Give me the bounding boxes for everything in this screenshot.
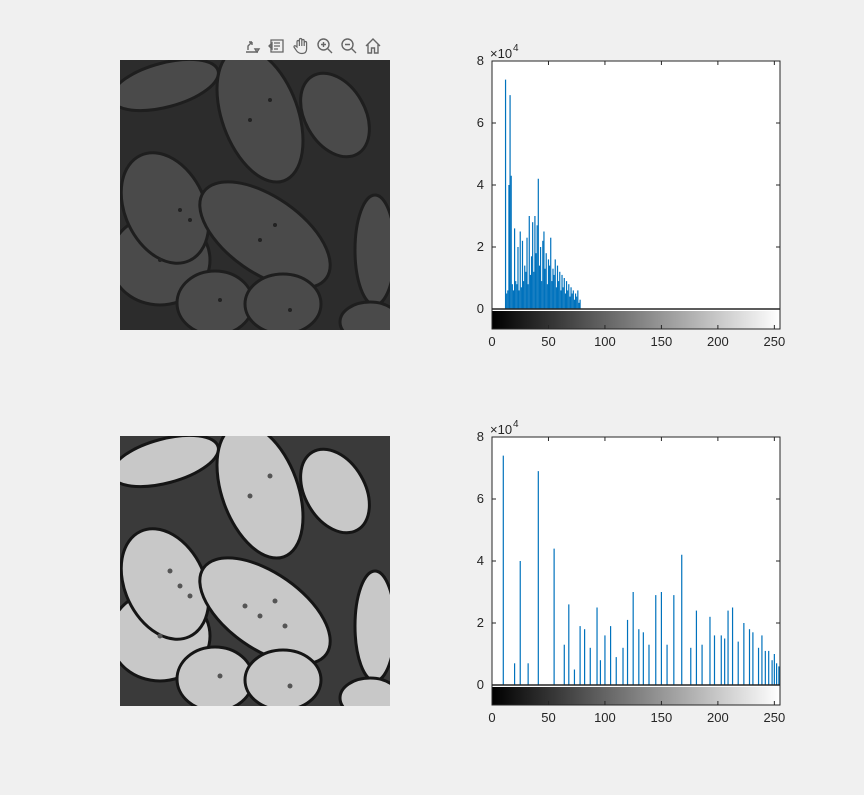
hist-equalized-axes-frame [491, 436, 781, 706]
hist-original-exponent-power: 4 [513, 43, 519, 54]
hist-equalized-exponent-label: ×10 [490, 422, 512, 437]
hist-equalized-ytick-label: 0 [477, 677, 484, 692]
brush-icon[interactable] [266, 35, 288, 57]
equalized-image [120, 436, 390, 706]
zoom-in-icon[interactable] [314, 35, 336, 57]
hist-equalized-xtick-label: 200 [707, 710, 729, 725]
hist-equalized-xtick-label: 0 [488, 710, 495, 725]
hist-original-ytick-label: 8 [477, 53, 484, 68]
hist-original-xtick-label: 0 [488, 334, 495, 349]
hist-original-ytick-label: 2 [477, 239, 484, 254]
hist-equalized-ytick-label: 2 [477, 615, 484, 630]
hist-original-xtick-label: 150 [651, 334, 673, 349]
zoom-out-icon[interactable] [338, 35, 360, 57]
hist-equalized-xtick-label: 150 [651, 710, 673, 725]
original-image [120, 60, 390, 330]
hist-original-ytick-label: 4 [477, 177, 484, 192]
pollen-grains [120, 60, 390, 330]
histogram-equalized: 0 2 4 6 8 0 50 100 150 200 250 ×10 4 [460, 411, 800, 741]
hist-equalized-ytick-label: 6 [477, 491, 484, 506]
hist-original-colorbar [492, 311, 780, 329]
hist-original-xtick-label: 250 [764, 334, 786, 349]
axes-toolbar [242, 35, 384, 57]
hist-equalized-plot-area [492, 437, 780, 705]
hist-original-exponent-label: ×10 [490, 46, 512, 61]
hist-equalized-xtick-label: 250 [764, 710, 786, 725]
hist-equalized-ytick-label: 4 [477, 553, 484, 568]
pan-icon[interactable] [290, 35, 312, 57]
hist-original-xtick-label: 50 [541, 334, 555, 349]
export-icon[interactable] [242, 35, 264, 57]
hist-equalized-ytick-label: 8 [477, 429, 484, 444]
hist-original-ytick-label: 6 [477, 115, 484, 130]
hist-equalized-xtick-label: 50 [541, 710, 555, 725]
hist-original-xtick-label: 100 [594, 334, 616, 349]
pollen-grains [120, 436, 390, 706]
hist-original-axes-frame [491, 60, 781, 330]
hist-original-ytick-label: 0 [477, 301, 484, 316]
hist-original-xtick-label: 200 [707, 334, 729, 349]
home-icon[interactable] [362, 35, 384, 57]
hist-equalized-colorbar [492, 687, 780, 705]
hist-equalized-exponent-power: 4 [513, 419, 519, 430]
histogram-original: 0 2 4 6 8 0 50 100 150 200 250 ×10 4 [460, 35, 800, 365]
hist-equalized-xtick-label: 100 [594, 710, 616, 725]
